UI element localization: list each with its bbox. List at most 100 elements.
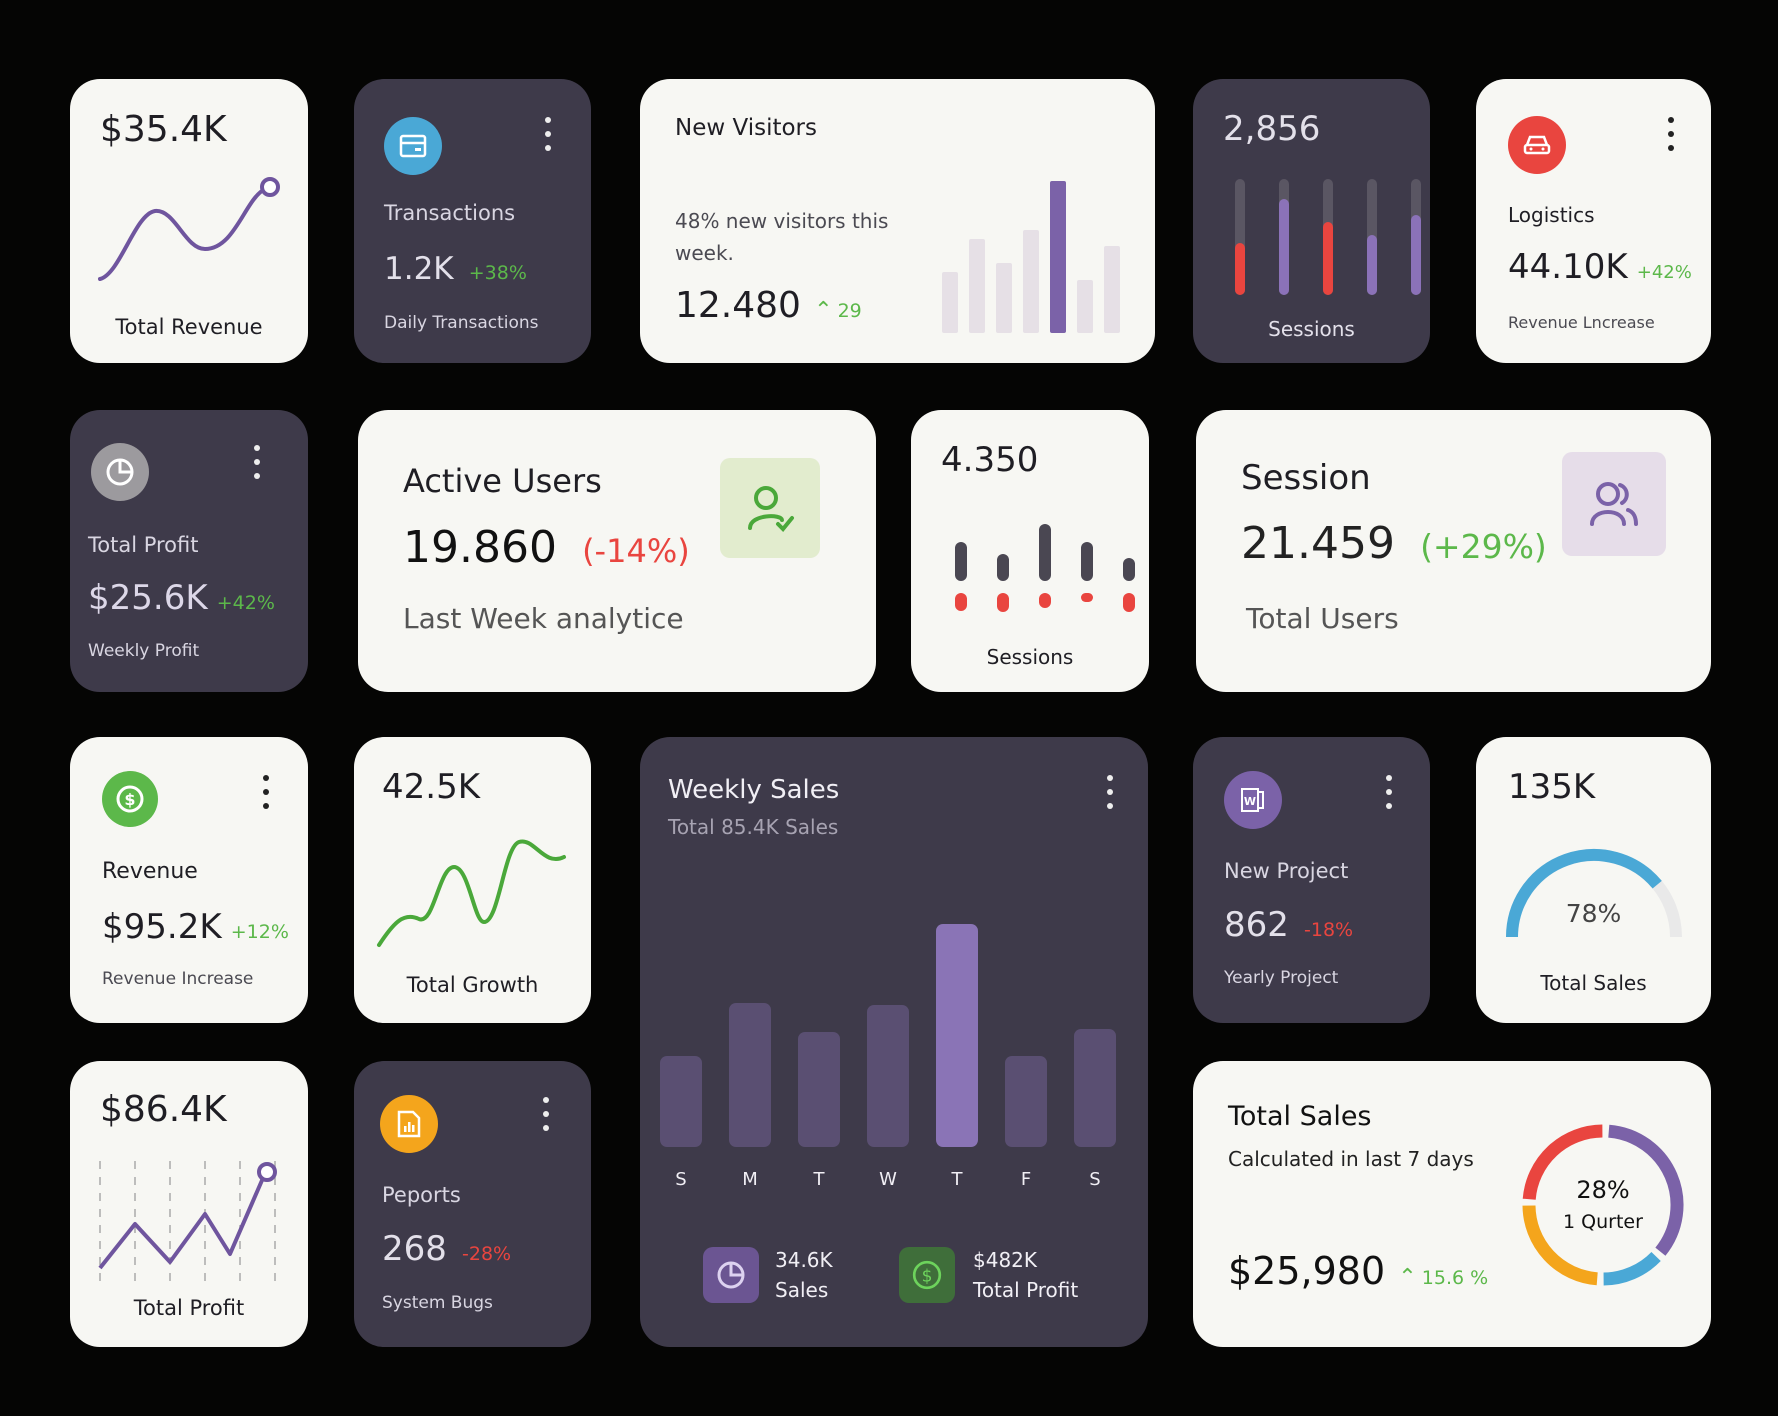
reports-change: -28% bbox=[462, 1243, 512, 1265]
more-options-button[interactable] bbox=[256, 775, 276, 809]
users-icon bbox=[1562, 452, 1666, 556]
session-subtitle: Total Users bbox=[1246, 602, 1399, 635]
total-revenue-value: $35.4K bbox=[100, 109, 227, 150]
gauge-fill bbox=[1506, 848, 1662, 938]
total-sales-title: Total Sales bbox=[1228, 1101, 1372, 1132]
logistics-card[interactable]: Logistics 44.10K +42% Revenue Lncrease bbox=[1476, 79, 1711, 363]
sessions-light-value: 4.350 bbox=[941, 440, 1039, 480]
new-visitors-card[interactable]: New Visitors 48% new visitors this week.… bbox=[640, 79, 1155, 363]
visitor-bar bbox=[1050, 181, 1066, 333]
session-card[interactable]: Session 21.459 (+29%) Total Users bbox=[1196, 410, 1711, 692]
new-visitors-change: 29 bbox=[837, 300, 862, 322]
total-revenue-card[interactable]: $35.4K Total Revenue bbox=[70, 79, 308, 363]
logistics-value-row: 44.10K +42% bbox=[1508, 247, 1692, 287]
svg-text:W: W bbox=[1244, 795, 1256, 808]
weekly-sales-card[interactable]: Weekly Sales Total 85.4K Sales S M T W T F S 3… bbox=[640, 737, 1148, 1347]
more-options-button[interactable] bbox=[1661, 117, 1681, 151]
total-growth-card[interactable]: 42.5K Total Growth bbox=[354, 737, 591, 1023]
donut-segment-blue bbox=[1603, 1251, 1661, 1286]
sessions-light-card[interactable]: 4.350 Sessions bbox=[911, 410, 1149, 692]
weekly-sales-x-label: S bbox=[675, 1169, 687, 1190]
weekly-sales-x-label: S bbox=[1089, 1169, 1101, 1190]
more-options-button[interactable] bbox=[1379, 775, 1399, 809]
sessions-dark-card[interactable]: 2,856 Sessions bbox=[1193, 79, 1430, 363]
reports-subtitle: System Bugs bbox=[382, 1293, 493, 1313]
donut-segment-purple bbox=[1608, 1124, 1684, 1256]
total-sales-change: 15.6 % bbox=[1421, 1267, 1489, 1289]
more-options-button[interactable] bbox=[247, 445, 267, 479]
weekly-sales-footer-sales: 34.6K Sales bbox=[703, 1245, 833, 1305]
total-profit-change: +42% bbox=[216, 592, 275, 614]
total-profit-title: Total Profit bbox=[88, 533, 199, 557]
more-options-button[interactable] bbox=[536, 1097, 556, 1131]
donut-segment-orange bbox=[1522, 1205, 1598, 1286]
session-track bbox=[1235, 179, 1245, 295]
new-project-card[interactable]: W New Project 862 -18% Yearly Project bbox=[1193, 737, 1430, 1023]
weekly-sales-bar bbox=[798, 1032, 840, 1147]
visitor-bar bbox=[942, 272, 958, 333]
report-icon bbox=[380, 1095, 438, 1153]
sales-label: Sales bbox=[775, 1278, 829, 1302]
donut-segment-red bbox=[1522, 1124, 1603, 1200]
sessions-dark-bar-chart bbox=[1219, 179, 1421, 295]
revenue-card[interactable]: $ Revenue $95.2K +12% Revenue Increase bbox=[70, 737, 308, 1023]
total-profit-value: $25.6K bbox=[88, 578, 208, 618]
active-users-subtitle: Last Week analytice bbox=[403, 602, 684, 635]
transactions-subtitle: Daily Transactions bbox=[384, 313, 539, 333]
total-sales-gauge bbox=[1506, 848, 1682, 938]
svg-text:$: $ bbox=[124, 790, 135, 809]
gauge-percent: 78% bbox=[1565, 899, 1622, 928]
weekly-sales-x-label: M bbox=[742, 1169, 758, 1190]
logistics-subtitle: Revenue Lncrease bbox=[1508, 313, 1655, 332]
new-visitors-value: 12.480 bbox=[675, 285, 801, 326]
weekly-sales-title: Weekly Sales bbox=[668, 775, 840, 805]
reports-card[interactable]: Peports 268 -28% System Bugs bbox=[354, 1061, 591, 1347]
more-options-button[interactable] bbox=[1100, 775, 1120, 809]
transactions-change: +38% bbox=[468, 262, 527, 284]
weekly-sales-x-label: F bbox=[1020, 1169, 1032, 1190]
active-users-card[interactable]: Active Users 19.860 (-14%) Last Week ana… bbox=[358, 410, 876, 692]
weekly-sales-bar bbox=[1005, 1056, 1047, 1147]
sessions-dark-value: 2,856 bbox=[1223, 109, 1321, 149]
total-profit-value-row: $25.6K +42% bbox=[88, 578, 275, 618]
total-sales-gauge-card[interactable]: 135K 78% Total Sales bbox=[1476, 737, 1711, 1023]
donut-center-value: 28% bbox=[1576, 1176, 1630, 1204]
weekly-sales-bar bbox=[936, 924, 978, 1147]
reports-value: 268 bbox=[382, 1229, 447, 1269]
transactions-card[interactable]: Transactions 1.2K +38% Daily Transaction… bbox=[354, 79, 591, 363]
logistics-change: +42% bbox=[1636, 262, 1692, 283]
total-profit-dark-card[interactable]: Total Profit $25.6K +42% Weekly Profit bbox=[70, 410, 308, 692]
visitor-bar bbox=[1104, 246, 1120, 333]
profit-value: $482K bbox=[973, 1248, 1038, 1272]
transactions-value-text: 1.2K bbox=[384, 251, 454, 287]
car-icon bbox=[1508, 116, 1566, 174]
weekly-sales-bar bbox=[867, 1005, 909, 1147]
session-bar bbox=[1367, 235, 1377, 295]
active-users-title: Active Users bbox=[403, 462, 602, 500]
sessions-dark-label: Sessions bbox=[1268, 317, 1355, 341]
sessions-light-bar-chart bbox=[935, 506, 1135, 632]
new-visitors-description: 48% new visitors this week. bbox=[675, 209, 889, 265]
transactions-value: 1.2K +38% bbox=[384, 251, 527, 287]
reports-title: Peports bbox=[382, 1183, 461, 1207]
more-options-button[interactable] bbox=[538, 117, 558, 151]
total-profit-light-card[interactable]: $86.4K Total Profit bbox=[70, 1061, 308, 1347]
session-bar-bottom bbox=[1123, 593, 1135, 612]
total-sales-card[interactable]: Total Sales Calculated in last 7 days $2… bbox=[1193, 1061, 1711, 1347]
total-sales-value-row: $25,980 ⌃ 15.6 % bbox=[1228, 1249, 1488, 1293]
profit-label: Total Profit bbox=[973, 1278, 1079, 1302]
sessions-light-label: Sessions bbox=[986, 645, 1074, 669]
weekly-sales-bar bbox=[729, 1003, 771, 1147]
revenue-value: $95.2K bbox=[102, 907, 222, 947]
weekly-sales-bar bbox=[1074, 1029, 1116, 1147]
gauge-label: Total Sales bbox=[1540, 971, 1647, 995]
visitor-bar bbox=[996, 263, 1012, 333]
profit-line-chart bbox=[98, 1161, 277, 1286]
user-check-icon bbox=[720, 458, 820, 558]
session-bar bbox=[1235, 243, 1245, 295]
revenue-title: Revenue bbox=[102, 859, 198, 884]
new-project-subtitle: Yearly Project bbox=[1224, 968, 1339, 988]
revenue-value-row: $95.2K +12% bbox=[102, 907, 289, 947]
weekly-sales-subtitle: Total 85.4K Sales bbox=[668, 815, 839, 839]
reports-value-row: 268 -28% bbox=[382, 1229, 511, 1269]
